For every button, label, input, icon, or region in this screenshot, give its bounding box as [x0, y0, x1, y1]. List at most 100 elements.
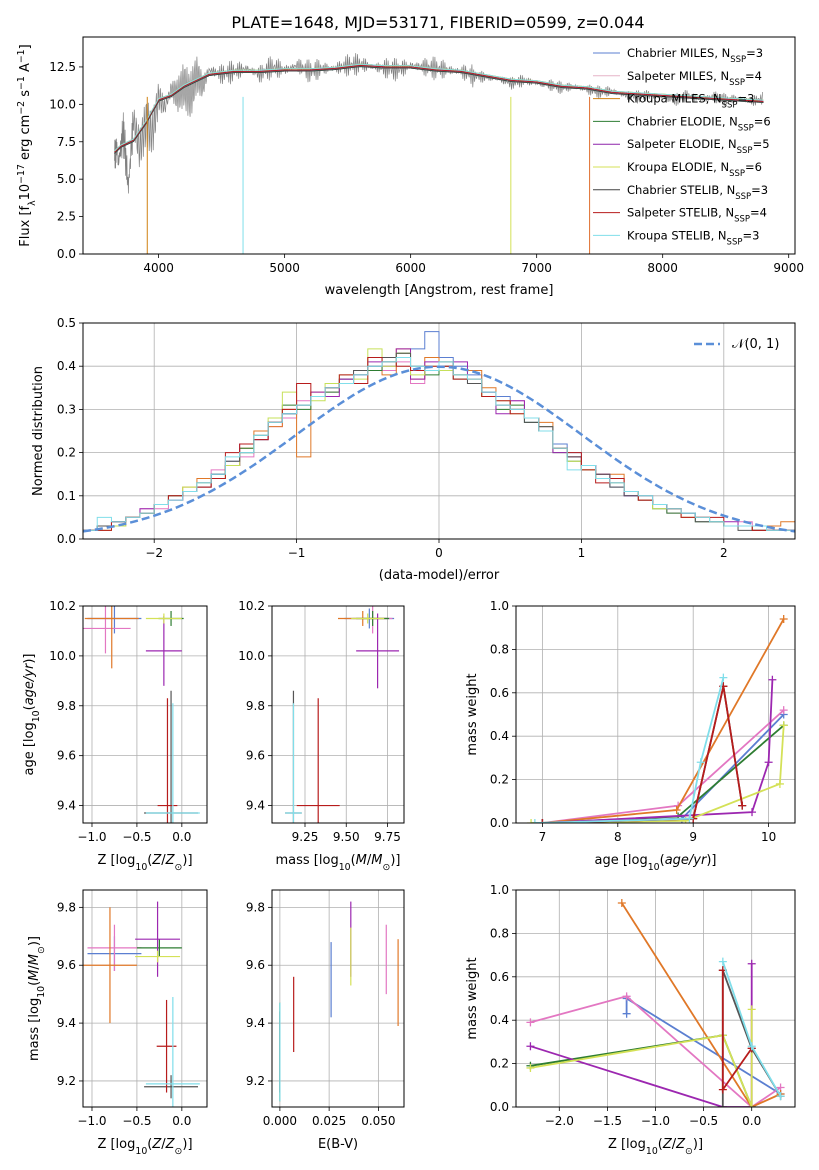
- x-tick-label: 7: [539, 830, 547, 844]
- series-line: [530, 1034, 753, 1107]
- x-tick-label: −1.0: [77, 830, 106, 844]
- legend-entry: Chabrier STELIB, NSSP=3: [627, 183, 768, 202]
- axes-frame: [82, 605, 208, 824]
- legend-entry: Kroupa STELIB, NSSP=3: [627, 228, 759, 247]
- legend-entry: 𝒩(0, 1): [732, 337, 779, 352]
- axes-frame: [82, 889, 208, 1108]
- series-marker: [622, 992, 631, 1001]
- panel-mass-weight-vs-age: 7 8 9 10 0.0 0.2 0.4 0.6 0.8 1.0 age [log10(age/yr…: [465, 599, 796, 873]
- series-marker: [747, 959, 756, 968]
- legend-entry: Kroupa MILES, NSSP=3: [627, 92, 754, 111]
- y-tick-label: 0.6: [490, 686, 509, 700]
- y-tick-label: 10.0: [238, 649, 265, 663]
- x-axis-label: wavelength [Angstrom, rest frame]: [325, 283, 554, 298]
- y-axis-label: mass weight: [465, 957, 480, 1039]
- series-marker: [779, 615, 788, 624]
- y-tick-label: 0.4: [490, 729, 509, 743]
- y-tick-label: 9.6: [246, 958, 265, 972]
- legend: Chabrier MILES, NSSP=3 Salpeter MILES, NS…: [593, 46, 771, 247]
- series-line: [542, 679, 774, 823]
- y-tick-label: 0.3: [57, 402, 76, 416]
- y-tick-label: 0.0: [57, 532, 76, 546]
- x-tick-label: −0.5: [122, 830, 151, 844]
- spectrum-model-line: [114, 64, 764, 153]
- y-axis-label: Normed distribution: [31, 366, 46, 496]
- y-tick-label: 10.2: [238, 599, 265, 613]
- y-tick-label: 9.2: [246, 1074, 265, 1088]
- y-tick-label: 0.8: [490, 642, 509, 656]
- y-axis-label: age [log10(age/yr)]: [22, 653, 42, 775]
- y-tick-label: 9.6: [57, 749, 76, 763]
- series-line: [530, 1009, 753, 1107]
- series-line: [530, 995, 782, 1107]
- y-tick-label: 0.0: [490, 816, 509, 830]
- legend-entry: Salpeter STELIB, NSSP=4: [627, 206, 767, 225]
- series-line: [621, 902, 781, 1107]
- y-tick-label: 0.2: [57, 446, 76, 460]
- panel-mass-weight-vs-Z: −2.0 −1.5 −1.0 −0.5 0.0 0.0 0.2 0.4 0.6 0.8 1.0 Z […: [465, 883, 796, 1157]
- x-tick-label: −1.5: [593, 1114, 622, 1128]
- x-axis-label: mass [log10(M/M⊙)]: [276, 853, 401, 873]
- y-tick-label: 0.2: [490, 1057, 509, 1071]
- y-axis-label: mass weight: [465, 673, 480, 755]
- x-axis-label: Z [log10(Z/Z⊙)]: [97, 1137, 192, 1157]
- series-marker: [526, 1063, 535, 1072]
- series-line: [542, 686, 744, 823]
- axes-frame: [515, 605, 796, 824]
- series-marker: [719, 673, 728, 682]
- x-tick-label: 4000: [143, 261, 174, 275]
- x-tick-label: 0.0: [172, 830, 191, 844]
- axes-frame: [271, 889, 405, 1108]
- axes-frame: [82, 322, 796, 540]
- x-tick-label: 0.000: [263, 1114, 297, 1128]
- x-tick-label: 2: [720, 546, 728, 560]
- plot-area: [516, 606, 795, 823]
- x-tick-label: 0.0: [172, 1114, 191, 1128]
- axes-frame: [271, 605, 405, 824]
- y-tick-label: 0.0: [490, 1100, 509, 1114]
- x-tick-label: −1: [288, 546, 306, 560]
- x-tick-label: −2: [145, 546, 163, 560]
- y-tick-label: 9.6: [57, 958, 76, 972]
- legend-entry: Salpeter ELODIE, NSSP=5: [627, 137, 770, 156]
- y-tick-label: 10.0: [49, 649, 76, 663]
- y-tick-label: 9.8: [57, 900, 76, 914]
- series-marker: [764, 758, 773, 767]
- panel-age-vs-mass: 9.25 9.50 9.75 9.4 9.6 9.8 10.0 10.2 mass [log10…: [238, 599, 405, 873]
- series-marker: [526, 1018, 535, 1027]
- series-marker: [747, 1103, 756, 1107]
- panel-mass-vs-EBV: 0.000 0.025 0.050 9.2 9.4 9.6 9.8 E(B-V): [246, 889, 405, 1152]
- x-tick-label: −2.0: [545, 1114, 574, 1128]
- y-tick-label: 10.2: [49, 599, 76, 613]
- series-line: [534, 677, 725, 823]
- plot-area: [83, 890, 207, 1107]
- series-marker: [768, 675, 777, 684]
- series-marker: [526, 1042, 535, 1051]
- y-tick-label: 9.4: [246, 1016, 265, 1030]
- x-tick-label: 0.0: [742, 1114, 761, 1128]
- x-tick-label: −0.5: [122, 1114, 151, 1128]
- plot-area: [516, 890, 795, 1107]
- y-tick-label: 1.0: [490, 883, 509, 897]
- spectrum-model-line: [114, 66, 764, 154]
- series-marker: [747, 1005, 756, 1014]
- series-marker: [527, 819, 536, 823]
- plot-area: [114, 53, 764, 254]
- histogram-step: [83, 357, 795, 539]
- x-axis-label: age [log10(age/yr)]: [594, 853, 716, 873]
- series-marker: [718, 1085, 727, 1094]
- spectrum-model-line: [114, 63, 764, 152]
- series-marker: [747, 1042, 756, 1051]
- series-marker: [776, 1092, 785, 1101]
- x-tick-label: −0.5: [689, 1114, 718, 1128]
- y-tick-label: 0.8: [490, 926, 509, 940]
- gaussian-curve: [83, 365, 795, 533]
- x-axis-label: Z [log10(Z/Z⊙)]: [97, 853, 192, 873]
- series-marker: [775, 779, 784, 788]
- legend-entry: Salpeter MILES, NSSP=4: [627, 69, 762, 88]
- plot-area: [83, 606, 207, 823]
- y-tick-label: 0.1: [57, 489, 76, 503]
- y-axis-label: mass [log10(M/M⊙)]: [27, 936, 47, 1061]
- series-marker: [622, 1009, 631, 1018]
- y-tick-label: 9.4: [246, 799, 265, 813]
